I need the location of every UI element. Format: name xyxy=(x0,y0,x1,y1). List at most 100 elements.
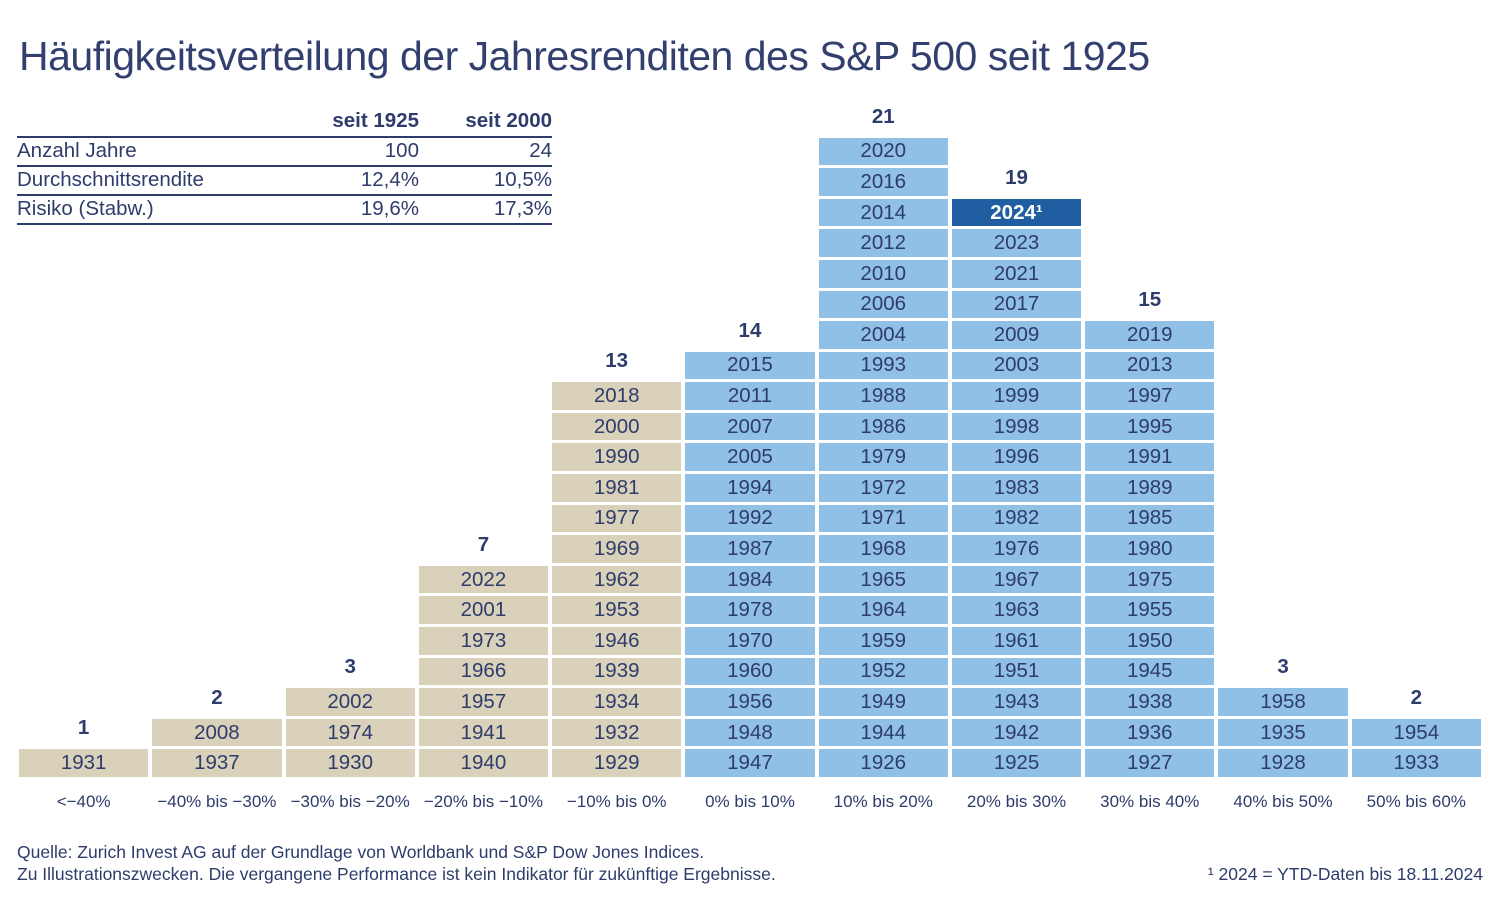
year-cell: 1933 xyxy=(1351,749,1481,777)
year-cell: 2020 xyxy=(818,137,948,166)
year-cell: 1975 xyxy=(1085,565,1215,594)
year-cell: 1969 xyxy=(552,535,682,563)
year-cell: 1937 xyxy=(152,749,282,777)
histogram-column-2: 3 2002 1974 1930 −30% bis −20% xyxy=(284,655,417,813)
column-count-label: 3 xyxy=(1277,655,1289,679)
column-count-label: 15 xyxy=(1138,288,1162,312)
histogram-column-1: 2 2008 1937 −40% bis −30% xyxy=(150,686,283,813)
year-cell: 1925 xyxy=(951,749,1082,777)
year-cell: 1974 xyxy=(285,718,415,747)
year-cell: 1949 xyxy=(818,688,948,716)
year-cell: 1982 xyxy=(951,504,1082,533)
year-cell: 1991 xyxy=(1085,443,1215,472)
year-cell: 2019 xyxy=(1085,321,1215,349)
histogram-column-10: 2 1954 1933 50% bis 60% xyxy=(1350,686,1483,813)
histogram-column-5: 14 2015 2011 2007 2005 1994 1992 1987 1984 1978 19… xyxy=(683,319,816,813)
stats-row-anzahl-jahre: Anzahl Jahre 100 24 xyxy=(17,138,552,167)
year-cell: 1967 xyxy=(951,565,1082,594)
year-cell: 2000 xyxy=(552,412,682,441)
stats-row-label: Risiko (Stabw.) xyxy=(17,197,154,220)
histogram: 1 1931 <−40% 2 2008 1937 −40% bis −30% 3 2002 197… xyxy=(17,105,1483,813)
year-cell: 1926 xyxy=(818,749,948,777)
stats-header-row: seit 1925 seit 2000 xyxy=(17,106,552,138)
axis-category-label: −40% bis −30% xyxy=(157,792,277,811)
year-cell: 1928 xyxy=(1218,749,1348,777)
axis-category-label: 50% bis 60% xyxy=(1366,792,1466,811)
year-cell: 2011 xyxy=(685,382,815,410)
year-cell: 2013 xyxy=(1085,351,1215,380)
axis-category-label: −10% bis 0% xyxy=(566,792,667,811)
year-cell: 1956 xyxy=(685,688,815,716)
year-cell: 1953 xyxy=(552,596,682,625)
year-cell: 2010 xyxy=(818,259,948,288)
year-cell: 2022 xyxy=(418,565,549,594)
year-cell: 1962 xyxy=(552,565,682,594)
year-cell: 1943 xyxy=(951,688,1082,716)
axis-category-label: 20% bis 30% xyxy=(966,792,1067,811)
stats-row-durchschnittsrendite: Durchschnittsrendite 12,4% 10,5% xyxy=(17,167,552,196)
year-cell: 1935 xyxy=(1218,718,1348,747)
histogram-column-7: 19 2024¹ 2023 2021 2017 2009 2003 1999 1998 1996 1… xyxy=(950,166,1083,813)
column-count-label: 13 xyxy=(605,349,629,373)
histogram-column-8: 15 2019 2013 1997 1995 1991 1989 1985 1980 1975 19… xyxy=(1083,288,1216,813)
stats-value: 12,4% xyxy=(360,168,419,191)
year-cell: 1963 xyxy=(951,596,1082,625)
year-cell: 1968 xyxy=(818,535,948,563)
year-cell: 1977 xyxy=(552,504,682,533)
column-count-label: 19 xyxy=(1005,165,1028,189)
stats-row-label: Durchschnittsrendite xyxy=(17,168,204,191)
year-cell: 2016 xyxy=(818,168,948,196)
axis-category-label: 30% bis 40% xyxy=(1100,792,1200,811)
year-cell: 1929 xyxy=(552,749,682,777)
footer-left: Quelle: Zurich Invest AG auf der Grundla… xyxy=(17,841,776,885)
stats-table: seit 1925 seit 2000 Anzahl Jahre 100 24 … xyxy=(17,106,552,225)
year-cell: 1955 xyxy=(1085,596,1215,625)
axis-category-label: −30% bis −20% xyxy=(290,792,410,811)
year-cell: 1940 xyxy=(418,749,549,777)
year-cell: 2018 xyxy=(552,382,682,410)
year-cell: 2005 xyxy=(685,443,815,472)
year-cell: 1997 xyxy=(1085,382,1215,410)
page-title: Häufigkeitsverteilung der Jahresrenditen… xyxy=(19,33,1150,80)
stats-header-seit-1925: seit 1925 xyxy=(332,109,419,132)
year-cell: 1985 xyxy=(1085,504,1215,533)
year-cell: 1966 xyxy=(418,657,549,686)
axis-category-label: <−40% xyxy=(56,792,111,811)
year-cell: 1945 xyxy=(1085,657,1215,686)
year-cell: 1965 xyxy=(818,565,948,594)
year-cell: 1989 xyxy=(1085,474,1215,502)
year-cell: 1960 xyxy=(685,657,815,686)
year-cell: 1980 xyxy=(1085,535,1215,563)
year-cell: 1994 xyxy=(685,474,815,502)
year-cell: 1999 xyxy=(951,382,1082,410)
year-cell: 2023 xyxy=(951,229,1082,257)
year-cell: 2021 xyxy=(951,259,1082,288)
year-cell: 2017 xyxy=(951,290,1082,319)
year-cell: 2006 xyxy=(818,290,948,319)
stats-value: 10,5% xyxy=(493,168,552,191)
year-cell: 2008 xyxy=(152,718,282,747)
column-count-label: 2 xyxy=(211,685,223,709)
stats-value: 19,6% xyxy=(360,197,419,220)
year-cell: 1952 xyxy=(818,657,948,686)
year-cell: 2001 xyxy=(418,596,549,625)
year-cell: 1970 xyxy=(685,627,815,655)
year-cell: 1964 xyxy=(818,596,948,625)
year-cell: 1927 xyxy=(1085,749,1215,777)
stats-row-risiko: Risiko (Stabw.) 19,6% 17,3% xyxy=(17,196,552,225)
year-cell: 1984 xyxy=(685,565,815,594)
stats-header-seit-2000: seit 2000 xyxy=(465,109,552,132)
year-cell: 1979 xyxy=(818,443,948,472)
year-cell: 1986 xyxy=(818,412,948,441)
year-cell: 1932 xyxy=(552,718,682,747)
year-cell: 1992 xyxy=(685,504,815,533)
year-cell: 1957 xyxy=(418,688,549,716)
stats-value: 24 xyxy=(529,139,552,162)
year-cell: 1993 xyxy=(818,351,948,380)
year-cell: 1947 xyxy=(685,749,815,777)
year-cell: 2014 xyxy=(818,198,948,227)
column-count-label: 3 xyxy=(344,655,356,679)
year-cell: 1939 xyxy=(552,657,682,686)
histogram-column-6: 21 2020 2016 2014 2012 2010 2006 2004 1993 1988 19… xyxy=(817,105,950,813)
year-cell: 1971 xyxy=(818,504,948,533)
